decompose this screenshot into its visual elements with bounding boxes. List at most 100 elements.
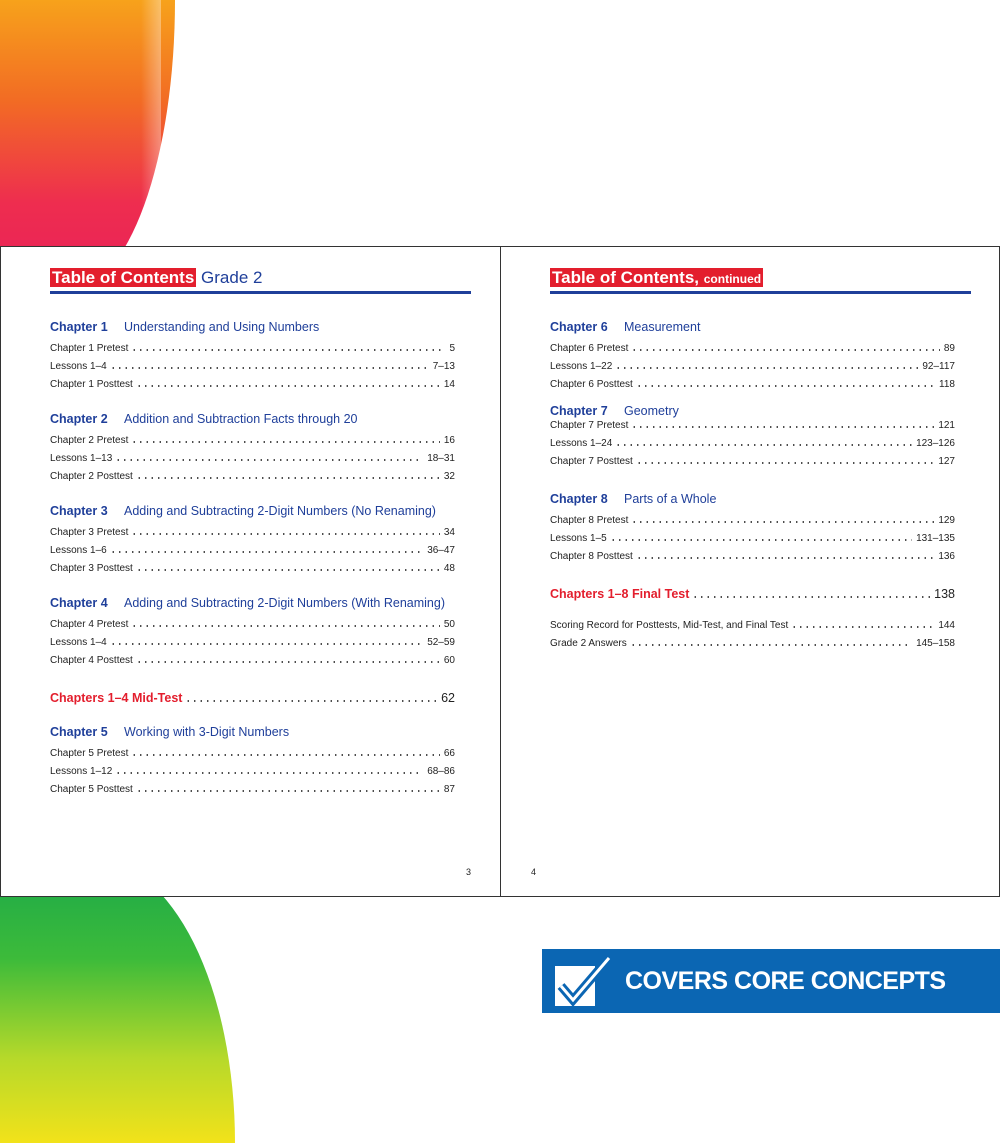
- toc-entry: Chapter 3 Posttest 48: [50, 563, 455, 574]
- chapter-title: Adding and Subtracting 2-Digit Numbers (…: [124, 596, 445, 610]
- chapter-title: Parts of a Whole: [624, 492, 717, 506]
- entry-label: Chapter 7 Posttest: [550, 456, 633, 467]
- chapter-heading: Chapter 3 Adding and Subtracting 2-Digit …: [50, 504, 436, 518]
- entry-label: Chapter 5 Pretest: [50, 748, 129, 759]
- entry-page: 48: [443, 563, 455, 574]
- entry-page: 34: [443, 527, 455, 538]
- entry-page: 18–31: [427, 453, 455, 464]
- left-page: Table of Contents Grade 2 3 Chapter 1 Und…: [1, 247, 500, 896]
- chapter-number: Chapter 8: [550, 492, 608, 506]
- dot-leader: [109, 643, 424, 645]
- chapter-heading: Chapter 6 Measurement: [550, 320, 700, 334]
- dot-leader: [131, 441, 440, 443]
- toc-entry: Chapter 7 Posttest 127: [550, 456, 955, 467]
- entry-page: 14: [443, 379, 455, 390]
- toc-entry: Chapter 3 Pretest 34: [50, 527, 455, 538]
- toc-entry: Chapter 4 Posttest 60: [50, 655, 455, 666]
- dot-leader: [115, 772, 424, 774]
- entry-page: 138: [934, 587, 955, 601]
- entry-page: 92–117: [922, 361, 955, 372]
- entry-label: Lessons 1–12: [50, 766, 113, 777]
- dot-leader: [615, 367, 919, 369]
- entry-page: 50: [443, 619, 455, 630]
- entry-label: Chapter 1 Pretest: [50, 343, 129, 354]
- toc-entry: Chapter 5 Posttest 87: [50, 784, 455, 795]
- entry-page: 62: [441, 691, 455, 705]
- entry-page: 60: [443, 655, 455, 666]
- dot-leader: [109, 551, 424, 553]
- dot-leader: [131, 533, 440, 535]
- toc-entry: Lessons 1–13 18–31: [50, 453, 455, 464]
- chapter-heading: Chapter 1 Understanding and Using Numbers: [50, 320, 319, 334]
- toc-entry: Chapter 1 Posttest 14: [50, 379, 455, 390]
- dot-leader: [131, 754, 440, 756]
- chapter-number: Chapter 4: [50, 596, 108, 610]
- toc-entry: Chapters 1–4 Mid-Test 62: [50, 691, 455, 705]
- header-rule: [50, 291, 471, 294]
- dot-leader: [185, 700, 438, 702]
- entry-label: Chapter 1 Posttest: [50, 379, 133, 390]
- entry-label: Chapter 6 Posttest: [550, 379, 633, 390]
- entry-label: Chapter 3 Pretest: [50, 527, 129, 538]
- entry-label: Chapter 3 Posttest: [50, 563, 133, 574]
- dot-leader: [131, 349, 446, 351]
- entry-page: 127: [938, 456, 955, 467]
- chapter-heading: Chapter 7 Geometry: [550, 404, 679, 418]
- entry-page: 68–86: [427, 766, 455, 777]
- entry-label: Chapter 4 Pretest: [50, 619, 129, 630]
- entry-page: 36–47: [427, 545, 455, 556]
- grade-label: Grade 2: [201, 268, 263, 287]
- chapter-title: Adding and Subtracting 2-Digit Numbers (…: [124, 504, 436, 518]
- dot-leader: [631, 349, 940, 351]
- chapter-heading: Chapter 4 Adding and Subtracting 2-Digit …: [50, 596, 445, 610]
- entry-page: 89: [943, 343, 955, 354]
- dot-leader: [135, 790, 440, 792]
- entry-page: 32: [443, 471, 455, 482]
- entry-page: 123–126: [916, 438, 955, 449]
- chapter-title: Working with 3-Digit Numbers: [124, 725, 290, 739]
- toc-entry: Chapter 8 Posttest 136: [550, 551, 955, 562]
- toc-entry: Lessons 1–5 131–135: [550, 533, 955, 544]
- entry-label: Lessons 1–4: [50, 361, 107, 372]
- entry-label: Lessons 1–6: [50, 545, 107, 556]
- page-gutter: [500, 247, 501, 896]
- entry-page: 129: [938, 515, 955, 526]
- toc-entry: Chapter 7 Pretest 121: [550, 420, 955, 431]
- entry-page: 144: [938, 620, 955, 631]
- dot-leader: [609, 539, 913, 541]
- chapter-heading: Chapter 5 Working with 3-Digit Numbers: [50, 725, 289, 739]
- chapter-number: Chapter 1: [50, 320, 108, 334]
- toc-title: Table of Contents, continued: [550, 268, 764, 287]
- header-rule: [550, 291, 971, 294]
- chapter-title: Understanding and Using Numbers: [124, 320, 320, 334]
- toc-title: Table of Contents: [50, 268, 197, 287]
- right-page: Table of Contents, continued 4 Chapter 6…: [501, 247, 1000, 896]
- toc-entry: Lessons 1–4 7–13: [50, 361, 455, 372]
- chapter-number: Chapter 3: [50, 504, 108, 518]
- entry-label: Lessons 1–13: [50, 453, 113, 464]
- chapter-heading: Chapter 2 Addition and Subtraction Facts …: [50, 412, 357, 426]
- chapter-number: Chapter 2: [50, 412, 108, 426]
- entry-label: Lessons 1–4: [50, 637, 107, 648]
- dot-leader: [135, 569, 440, 571]
- dot-leader: [631, 521, 935, 523]
- entry-label: Lessons 1–24: [550, 438, 613, 449]
- entry-label: Chapter 2 Pretest: [50, 435, 129, 446]
- chapter-title: Addition and Subtraction Facts through 2…: [124, 412, 358, 426]
- entry-page: 131–135: [916, 533, 955, 544]
- entry-label: Chapters 1–4 Mid-Test: [50, 691, 183, 705]
- toc-entry: Chapter 6 Pretest 89: [550, 343, 955, 354]
- entry-label: Chapter 6 Pretest: [550, 343, 629, 354]
- entry-label: Chapter 7 Pretest: [550, 420, 629, 431]
- dot-leader: [109, 367, 429, 369]
- entry-page: 121: [938, 420, 955, 431]
- chapter-title: Measurement: [624, 320, 701, 334]
- toc-entry: Chapter 8 Pretest 129: [550, 515, 955, 526]
- entry-page: 136: [938, 551, 955, 562]
- entry-label: Chapter 2 Posttest: [50, 471, 133, 482]
- checkmark-box-icon: [553, 954, 617, 1008]
- toc-header: Table of Contents Grade 2: [50, 268, 262, 288]
- toc-entry: Lessons 1–22 92–117: [550, 361, 955, 372]
- toc-entry: Scoring Record for Posttests, Mid-Test, …: [550, 620, 955, 631]
- entry-label: Chapter 8 Posttest: [550, 551, 633, 562]
